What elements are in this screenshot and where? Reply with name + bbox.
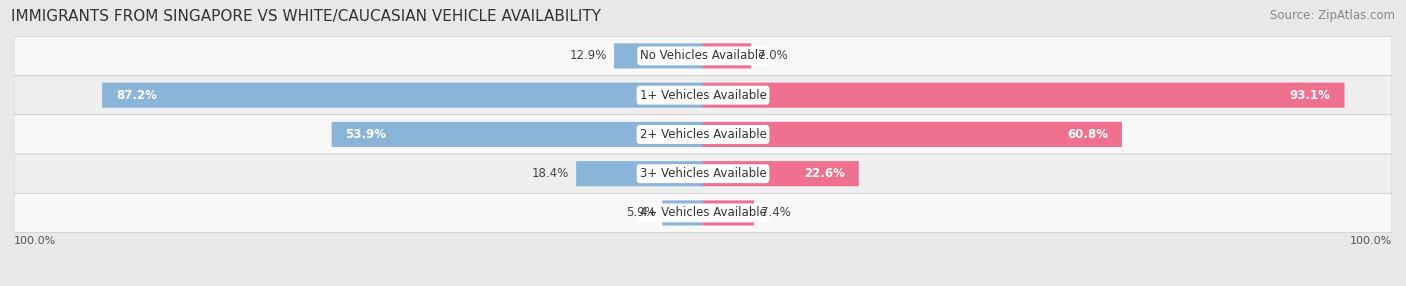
FancyBboxPatch shape [332,122,703,147]
FancyBboxPatch shape [14,76,1392,115]
FancyBboxPatch shape [14,115,1392,154]
FancyBboxPatch shape [703,122,1122,147]
FancyBboxPatch shape [703,43,751,68]
FancyBboxPatch shape [576,161,703,186]
Text: 3+ Vehicles Available: 3+ Vehicles Available [640,167,766,180]
Text: 18.4%: 18.4% [531,167,569,180]
Text: 7.4%: 7.4% [761,206,790,219]
FancyBboxPatch shape [703,200,754,225]
Text: 2+ Vehicles Available: 2+ Vehicles Available [640,128,766,141]
Text: 100.0%: 100.0% [14,237,56,247]
Text: 22.6%: 22.6% [804,167,845,180]
FancyBboxPatch shape [14,193,1392,233]
Text: No Vehicles Available: No Vehicles Available [640,49,766,62]
Text: 5.9%: 5.9% [626,206,655,219]
Text: 60.8%: 60.8% [1067,128,1108,141]
Text: 100.0%: 100.0% [1350,237,1392,247]
FancyBboxPatch shape [103,83,703,108]
Text: 93.1%: 93.1% [1289,89,1330,102]
Text: 53.9%: 53.9% [346,128,387,141]
Text: 87.2%: 87.2% [117,89,157,102]
FancyBboxPatch shape [614,43,703,68]
Text: 4+ Vehicles Available: 4+ Vehicles Available [640,206,766,219]
Text: 7.0%: 7.0% [758,49,787,62]
FancyBboxPatch shape [703,83,1344,108]
FancyBboxPatch shape [14,36,1392,76]
Text: IMMIGRANTS FROM SINGAPORE VS WHITE/CAUCASIAN VEHICLE AVAILABILITY: IMMIGRANTS FROM SINGAPORE VS WHITE/CAUCA… [11,9,602,23]
FancyBboxPatch shape [703,161,859,186]
FancyBboxPatch shape [662,200,703,225]
Text: 12.9%: 12.9% [569,49,607,62]
Text: Source: ZipAtlas.com: Source: ZipAtlas.com [1270,9,1395,21]
FancyBboxPatch shape [14,154,1392,193]
Text: 1+ Vehicles Available: 1+ Vehicles Available [640,89,766,102]
